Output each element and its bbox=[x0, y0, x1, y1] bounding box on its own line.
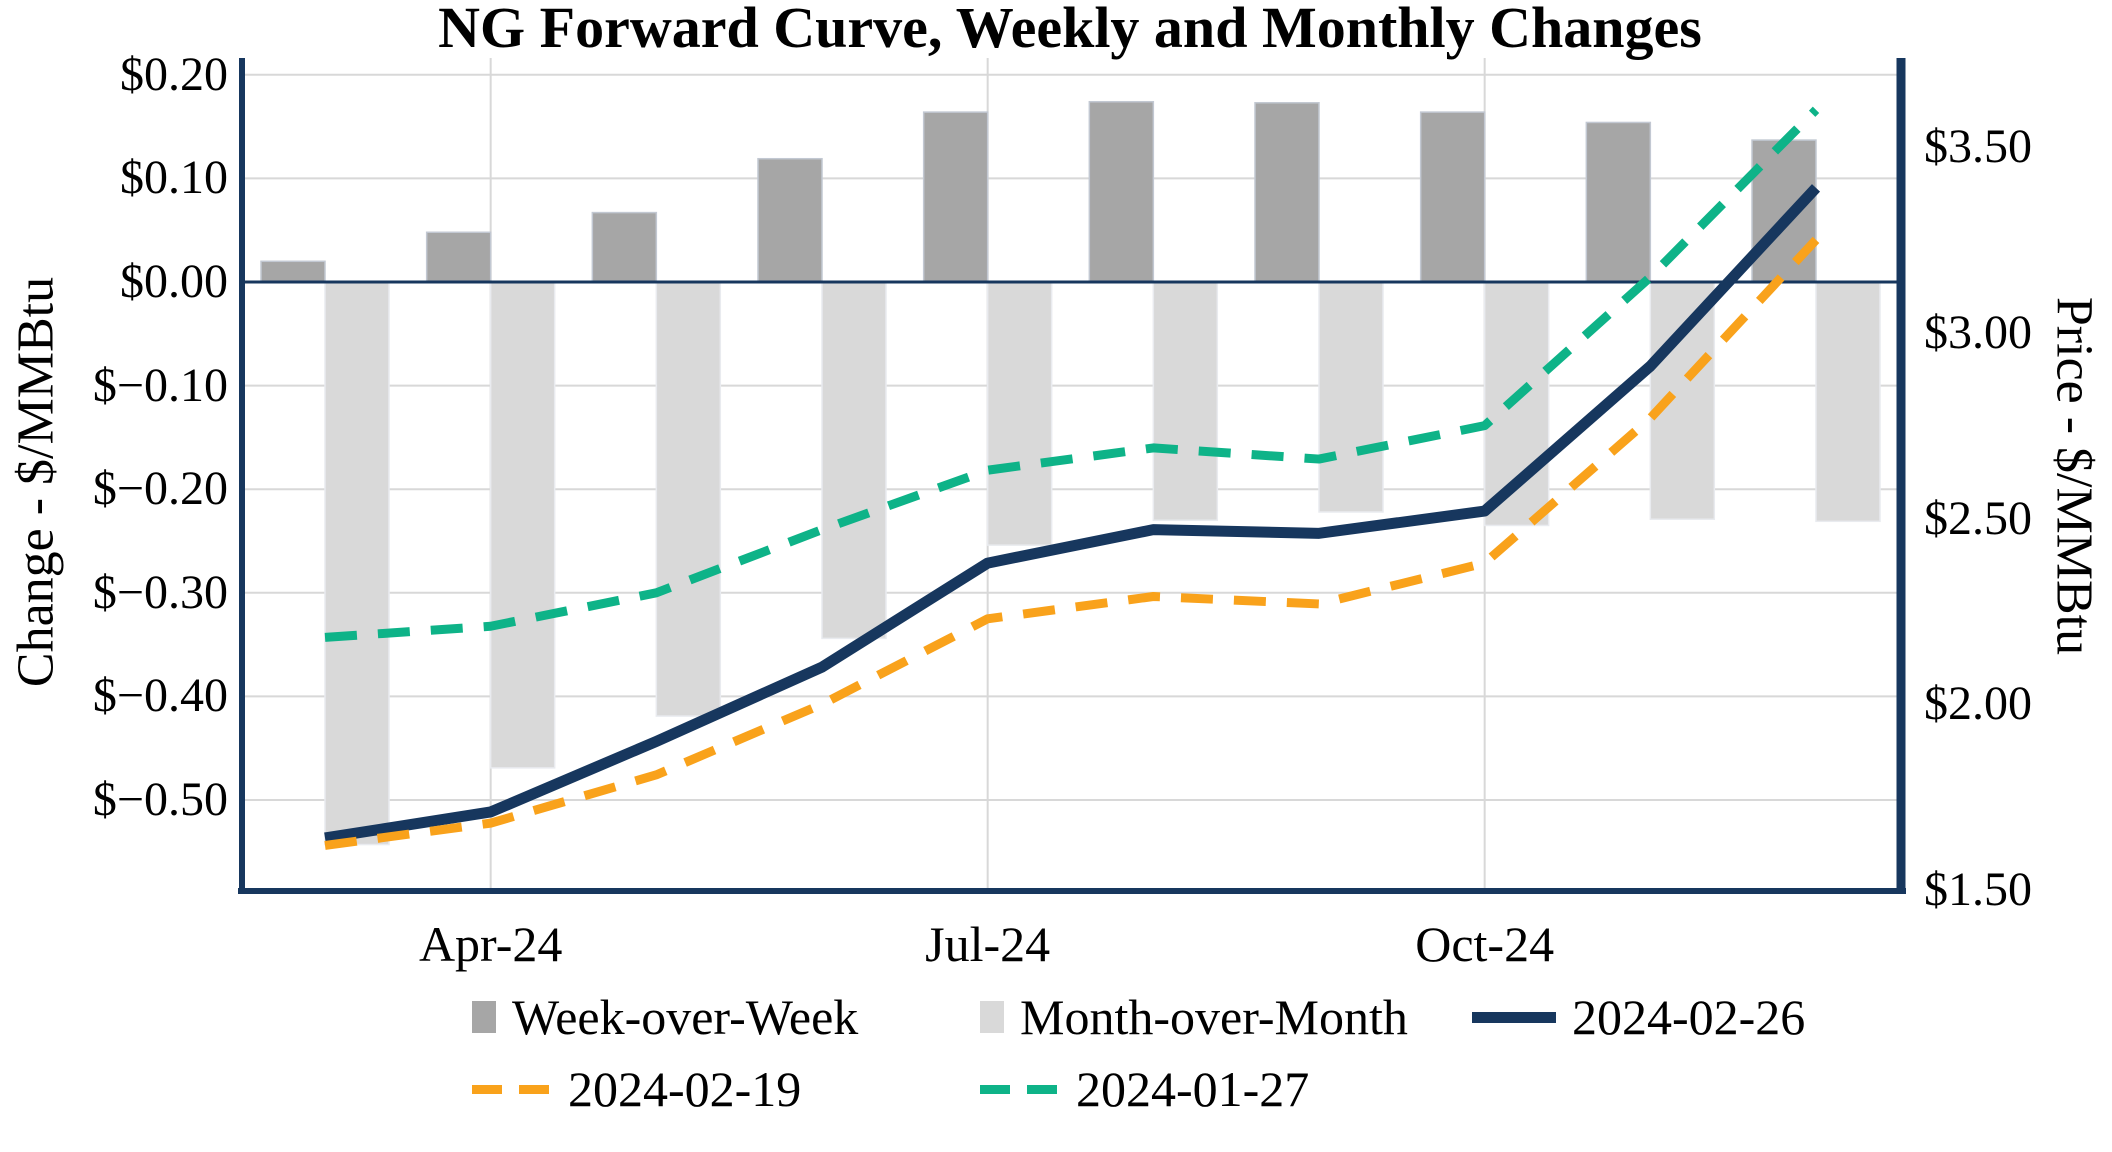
right-axis-tick-label: $2.00 bbox=[1924, 677, 2032, 731]
bar-week-over-week bbox=[1585, 121, 1652, 283]
x-axis-tick-label: Apr-24 bbox=[418, 916, 563, 972]
legend-label: 2024-02-19 bbox=[568, 1061, 802, 1117]
legend-label: Week-over-Week bbox=[512, 989, 859, 1045]
right-axis-tick-label: $2.50 bbox=[1924, 491, 2032, 545]
bar-month-over-month bbox=[1152, 281, 1219, 522]
legend-item-2024-02-26: 2024-02-26 bbox=[1472, 989, 1806, 1045]
bar-month-over-month bbox=[1318, 281, 1384, 513]
chart-title: NG Forward Curve, Weekly and Monthly Cha… bbox=[438, 0, 1702, 60]
bar-month-over-month bbox=[324, 281, 390, 846]
x-axis-tick-label: Oct-24 bbox=[1415, 916, 1555, 972]
bar-week-over-week bbox=[922, 111, 989, 283]
legend-line-swatch bbox=[980, 1084, 1060, 1094]
legend-label: 2024-01-27 bbox=[1076, 1061, 1310, 1117]
x-axis-tick-label: Jul-24 bbox=[925, 916, 1051, 972]
left-axis-tick-label: $0.00 bbox=[120, 255, 228, 308]
line-2024-02-26 bbox=[324, 184, 1821, 844]
left-axis-tick-label: $0.10 bbox=[120, 151, 228, 205]
bar-month-over-month bbox=[655, 281, 722, 717]
bar-week-over-week bbox=[1088, 100, 1155, 283]
bar-month-over-month bbox=[1815, 281, 1881, 523]
right-axis-tick-label: $3.00 bbox=[1924, 305, 2032, 359]
legend-line-swatch bbox=[1472, 1011, 1556, 1023]
left-axis-tick-label: $−0.40 bbox=[92, 669, 228, 723]
legend-item-week-over-week: Week-over-Week bbox=[472, 989, 859, 1045]
bar-week-over-week bbox=[757, 157, 823, 283]
legend-bar-swatch bbox=[472, 1001, 496, 1033]
bar-week-over-week bbox=[1254, 102, 1320, 283]
bar-week-over-week bbox=[260, 260, 326, 283]
bar-week-over-week bbox=[591, 211, 658, 283]
bar-month-over-month bbox=[986, 281, 1053, 546]
legend-item-month-over-month: Month-over-Month bbox=[980, 989, 1408, 1045]
legend-bar-swatch bbox=[980, 1001, 1004, 1033]
left-axis-tick-label: $0.20 bbox=[120, 47, 228, 101]
right-axis-tick-label: $3.50 bbox=[1924, 120, 2032, 173]
legend-item-2024-02-19: 2024-02-19 bbox=[472, 1061, 802, 1117]
bar-month-over-month bbox=[489, 281, 556, 769]
legend-line-swatch bbox=[472, 1084, 552, 1094]
line-2024-01-27 bbox=[324, 106, 1820, 642]
left-axis-tick-label: $−0.20 bbox=[92, 462, 228, 516]
legend-label: 2024-02-26 bbox=[1572, 989, 1806, 1045]
bar-month-over-month bbox=[821, 281, 887, 640]
left-axis-tick-label: $−0.10 bbox=[92, 358, 228, 412]
left-axis-tick-label: $−0.50 bbox=[92, 773, 228, 826]
right-axis-tick-label: $1.50 bbox=[1924, 863, 2032, 916]
left-axis-tick-label: $−0.30 bbox=[92, 565, 228, 619]
bar-week-over-week bbox=[1751, 139, 1817, 283]
legend-item-2024-01-27: 2024-01-27 bbox=[980, 1061, 1310, 1117]
bar-week-over-week bbox=[1419, 111, 1486, 283]
bar-week-over-week bbox=[425, 231, 492, 283]
legend-label: Month-over-Month bbox=[1020, 989, 1408, 1045]
bar-month-over-month bbox=[1649, 281, 1716, 520]
